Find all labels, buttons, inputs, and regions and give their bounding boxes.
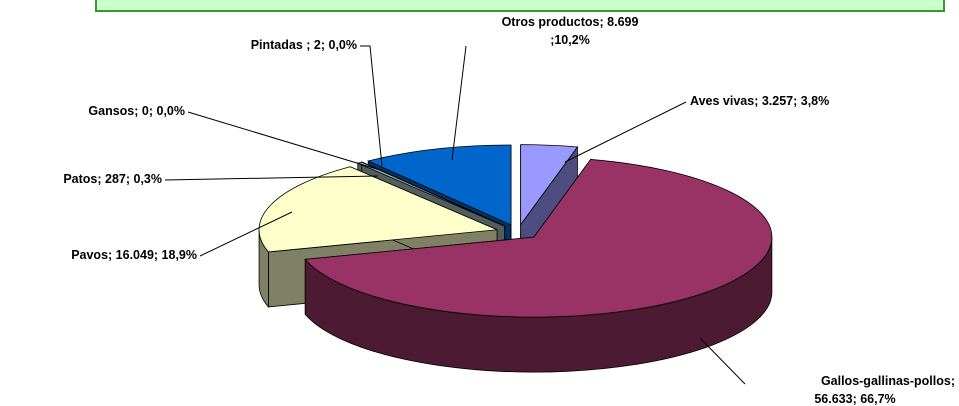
data-label: Patos; 287; 0,3% (63, 172, 162, 186)
label-part: 3,8% (801, 94, 830, 108)
label-part: ; (600, 15, 608, 29)
label-part: ; (853, 392, 861, 406)
label-part: 8.699 (607, 15, 638, 29)
label-part: ; (97, 172, 105, 186)
leader-line (187, 111, 381, 171)
data-label: Gallos-gallinas-pollos; 56.633; 66,7% (814, 374, 955, 406)
label-part: ; (149, 104, 157, 118)
label-part: ; (306, 38, 314, 52)
title-box (95, 0, 945, 12)
label-part: 16.049 (116, 248, 154, 262)
slice (258, 166, 498, 253)
label-part: Aves vivas (690, 94, 754, 108)
label-part: 2 (314, 38, 321, 52)
data-label: Pintadas ; 2; 0,0% (251, 38, 357, 52)
label-part: ; (108, 248, 116, 262)
slice (304, 159, 773, 318)
label-part: 0 (142, 104, 149, 118)
label-part: 287 (105, 172, 126, 186)
label-part: Gallos-gallinas-pollos (821, 374, 951, 388)
label-part: Patos (63, 172, 97, 186)
label-part: 0,3% (134, 172, 163, 186)
leader-line (451, 45, 467, 161)
label-part: 0,0% (329, 38, 358, 52)
data-label: Gansos; 0; 0,0% (88, 104, 185, 118)
label-part: 18,9% (162, 248, 197, 262)
label-part: Otros productos (502, 15, 600, 29)
leader-line (199, 211, 293, 257)
label-part: 66,7% (860, 392, 895, 406)
slice (367, 144, 512, 226)
label-part: 10,2% (554, 33, 589, 47)
label-part: ; (793, 94, 801, 108)
label-part: ; (321, 38, 329, 52)
label-part: ; (134, 104, 142, 118)
leader-line (564, 101, 687, 163)
label-part: 56.633 (814, 392, 852, 406)
label-part: Gansos (88, 104, 134, 118)
label-part: 3.257 (762, 94, 793, 108)
label-part: ; (126, 172, 134, 186)
label-part: 0,0% (157, 104, 186, 118)
label-part: Pavos (71, 248, 108, 262)
slice (520, 144, 579, 226)
label-part: ; (951, 374, 955, 388)
label-part: ; (154, 248, 162, 262)
label-part: ; (754, 94, 762, 108)
data-label: Otros productos; 8.699 ;10,2% (502, 15, 639, 47)
label-part: ; (550, 33, 554, 47)
data-label: Aves vivas; 3.257; 3,8% (690, 94, 829, 108)
label-part: Pintadas (251, 38, 307, 52)
data-label: Pavos; 16.049; 18,9% (71, 248, 197, 262)
leader-line (360, 45, 383, 167)
leader-line (164, 175, 379, 181)
leader-line (699, 337, 746, 385)
